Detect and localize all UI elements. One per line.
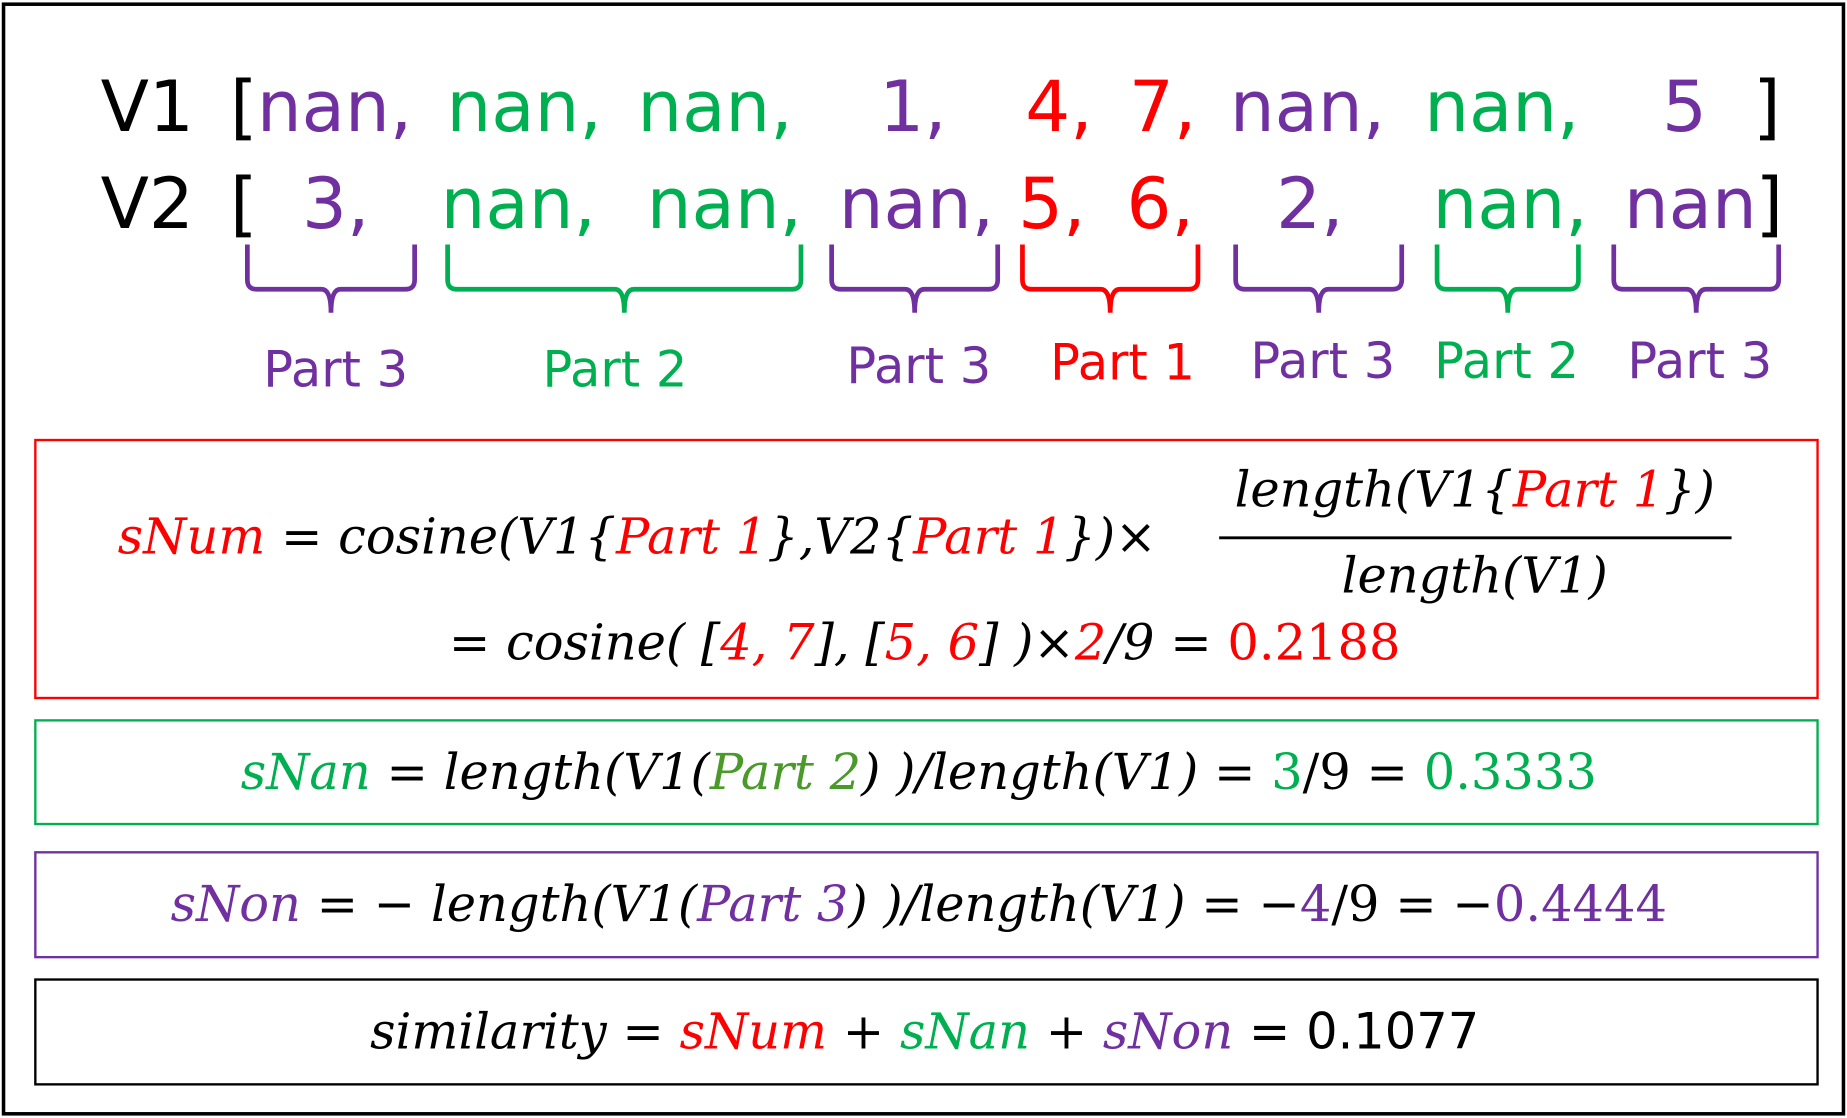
term: ) )/length(V1) =	[860, 743, 1271, 801]
snum-line1: sNum = cosine(V1{Part 1},V2{Part 1})×	[118, 508, 1157, 566]
vector-item: 5,	[1018, 162, 1085, 245]
similarity-formula: similarity = sNum + sNan + sNon = 0.1077	[370, 1002, 1479, 1060]
bracket: [	[230, 65, 258, 148]
term: length(V1{	[1235, 461, 1513, 519]
brace	[1434, 244, 1581, 313]
term: sNan	[900, 1002, 1030, 1060]
snon-box	[34, 851, 1819, 959]
term: Part 2	[709, 743, 861, 801]
brace	[1611, 244, 1782, 313]
vector-label: V1	[101, 65, 194, 148]
term: Part 3	[696, 875, 848, 933]
part-label: Part 3	[1250, 332, 1395, 390]
bracket: [	[230, 162, 258, 245]
term: sNon	[171, 875, 301, 933]
bracket: ]	[1753, 65, 1781, 148]
term: ], [	[814, 614, 886, 672]
term: /9 =	[1102, 614, 1227, 672]
snon-formula: sNon = − length(V1(Part 3) )/length(V1) …	[171, 875, 1667, 933]
term: = cosine(V1{	[265, 508, 616, 566]
term: 0.3333	[1424, 743, 1597, 801]
term: },V2{	[767, 508, 913, 566]
term: sNan	[241, 743, 371, 801]
vector-item: nan,	[447, 65, 602, 148]
snan-formula: sNan = length(V1(Part 2) )/length(V1) = …	[241, 743, 1597, 801]
brace	[445, 244, 804, 313]
term: ] )×	[978, 614, 1075, 672]
part-label: Part 2	[542, 340, 687, 398]
part-label: Part 3	[263, 340, 408, 398]
vector-item: nan,	[1424, 65, 1579, 148]
term: Part 1	[615, 508, 767, 566]
term: +	[1030, 1002, 1103, 1060]
term: Part 1	[1512, 461, 1664, 519]
vector-item: nan,	[1432, 162, 1587, 245]
term: sNum	[118, 508, 265, 566]
similarity-box	[34, 978, 1819, 1086]
term: 4, 7	[719, 614, 815, 672]
bracket: ]	[1755, 162, 1783, 245]
vector-item: nan,	[637, 65, 792, 148]
term: ) )/length(V1) = −	[847, 875, 1300, 933]
term: = − length(V1(	[301, 875, 699, 933]
term: 3	[1271, 743, 1302, 801]
part-label: Part 2	[1434, 332, 1579, 390]
vector-item: 6,	[1127, 162, 1194, 245]
term: =	[607, 1002, 680, 1060]
vector-item: 1,	[879, 65, 946, 148]
term: Part 1	[912, 508, 1064, 566]
term: sNon	[1103, 1002, 1233, 1060]
term: })	[1664, 461, 1715, 519]
term: 4	[1300, 875, 1331, 933]
term: /9 = −	[1331, 875, 1494, 933]
term: 0.4444	[1494, 875, 1667, 933]
vector-label: V2	[101, 162, 194, 245]
term: similarity	[370, 1002, 608, 1060]
vector-item: 2,	[1276, 162, 1343, 245]
vector-item: nan,	[441, 162, 596, 245]
vector-item: nan,	[257, 65, 412, 148]
part-label: Part 3	[1627, 332, 1772, 390]
vector-item: nan	[1624, 162, 1757, 245]
vector-item: 5	[1662, 65, 1707, 148]
vector-item: 7,	[1129, 65, 1196, 148]
brace	[1233, 244, 1405, 313]
vector-item: 4,	[1025, 65, 1092, 148]
term: = length(V1(	[371, 743, 712, 801]
term: +	[827, 1002, 900, 1060]
term: 5, 6	[885, 614, 979, 672]
snum-numerator: length(V1{Part 1})	[1235, 461, 1715, 519]
snum-box	[34, 438, 1819, 700]
part-label: Part 1	[1050, 333, 1195, 391]
term: 2	[1074, 614, 1106, 672]
term: = cosine( [	[449, 614, 721, 672]
brace	[829, 244, 1001, 313]
brace	[245, 244, 417, 313]
vector-item: 3,	[302, 162, 369, 245]
part-label: Part 3	[846, 337, 991, 395]
term: /9 =	[1303, 743, 1424, 801]
vector-item: nan,	[1230, 65, 1385, 148]
term: = 0.1077	[1233, 1002, 1479, 1060]
brace	[1020, 244, 1201, 313]
term: 0.2188	[1227, 614, 1400, 672]
snum-line2: = cosine( [4, 7], [5, 6] )×2/9 = 0.2188	[449, 614, 1401, 672]
snan-box	[34, 719, 1819, 826]
vector-item: nan,	[647, 162, 802, 245]
snum-denominator: length(V1)	[1342, 546, 1608, 604]
vector-item: nan,	[839, 162, 994, 245]
term: })×	[1064, 508, 1156, 566]
term: sNum	[680, 1002, 827, 1060]
